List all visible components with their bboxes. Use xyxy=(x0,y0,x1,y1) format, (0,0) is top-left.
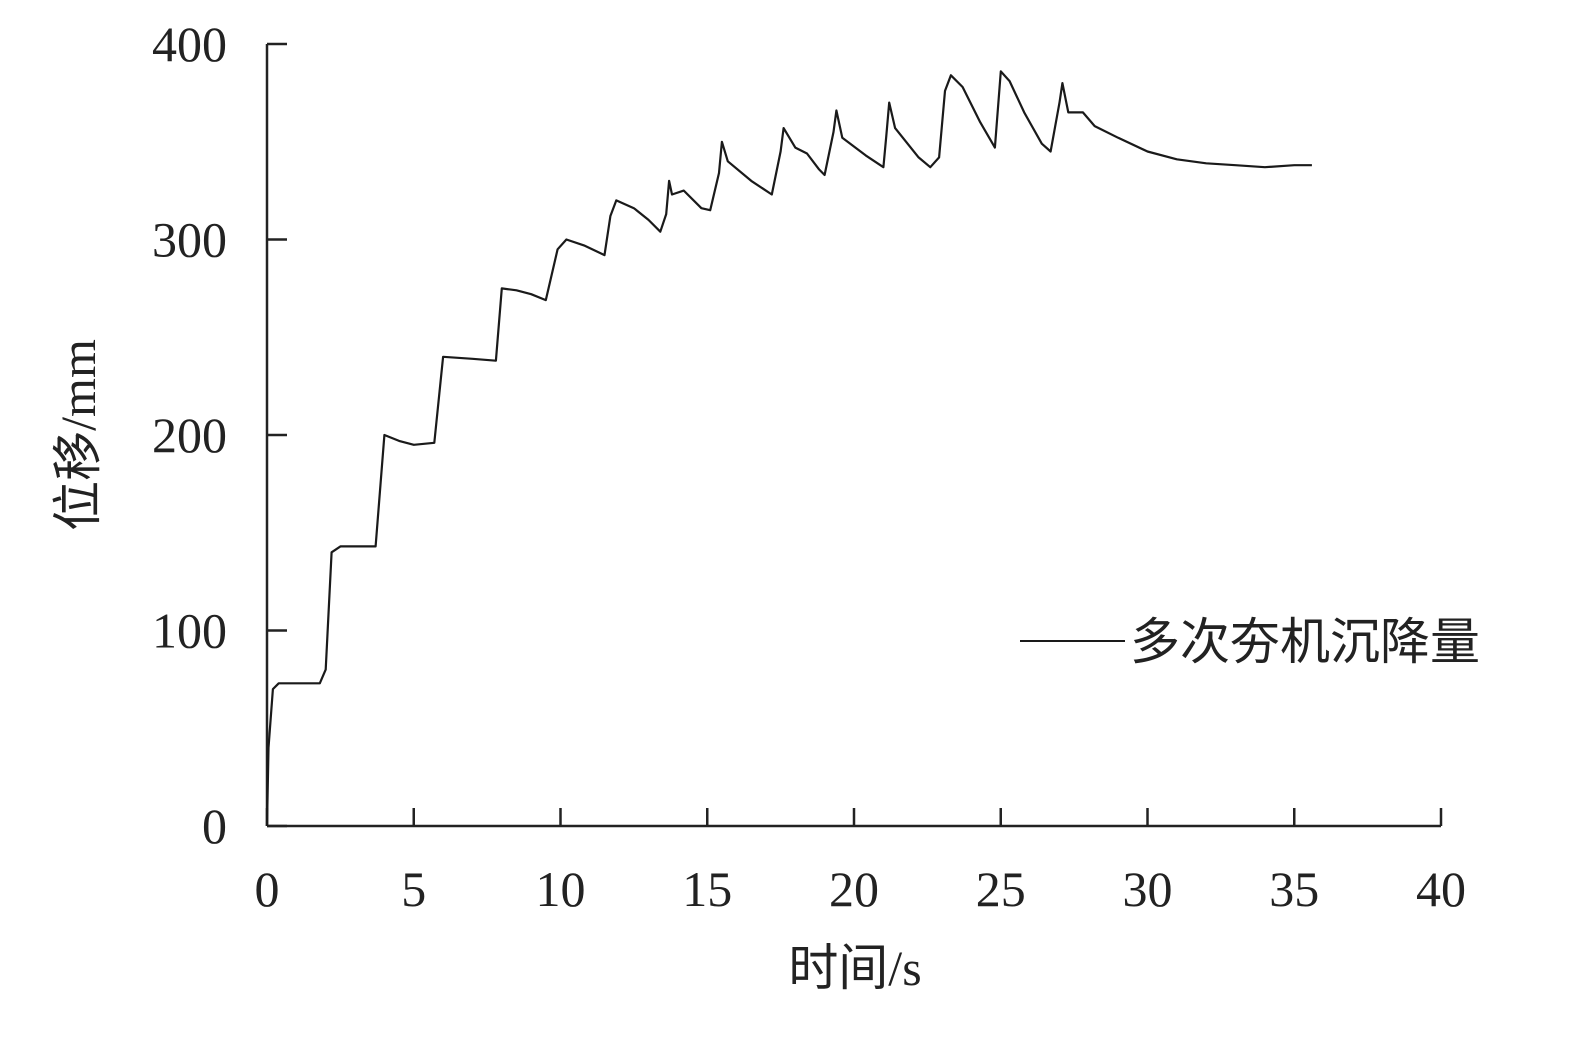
x-tick-label: 40 xyxy=(1416,861,1466,917)
y-axis-label: 位移/mm xyxy=(50,339,106,531)
legend-label: 多次夯机沉降量 xyxy=(1130,614,1480,670)
x-tick-label: 10 xyxy=(536,861,586,917)
x-axis-label: 时间/s xyxy=(788,940,921,996)
data-line xyxy=(265,70,1312,827)
x-tick-label: 0 xyxy=(255,861,280,917)
y-tick-label: 0 xyxy=(202,798,227,854)
x-tick-label: 5 xyxy=(401,861,426,917)
y-tick-label: 400 xyxy=(152,16,227,72)
y-tick-label: 200 xyxy=(152,407,227,463)
y-tick-label: 300 xyxy=(152,212,227,268)
x-tick-label: 25 xyxy=(976,861,1026,917)
x-tick-label: 35 xyxy=(1269,861,1319,917)
y-tick-label: 100 xyxy=(152,603,227,659)
x-tick-label: 30 xyxy=(1123,861,1173,917)
x-tick-label: 15 xyxy=(682,861,732,917)
x-tick-label: 20 xyxy=(829,861,879,917)
